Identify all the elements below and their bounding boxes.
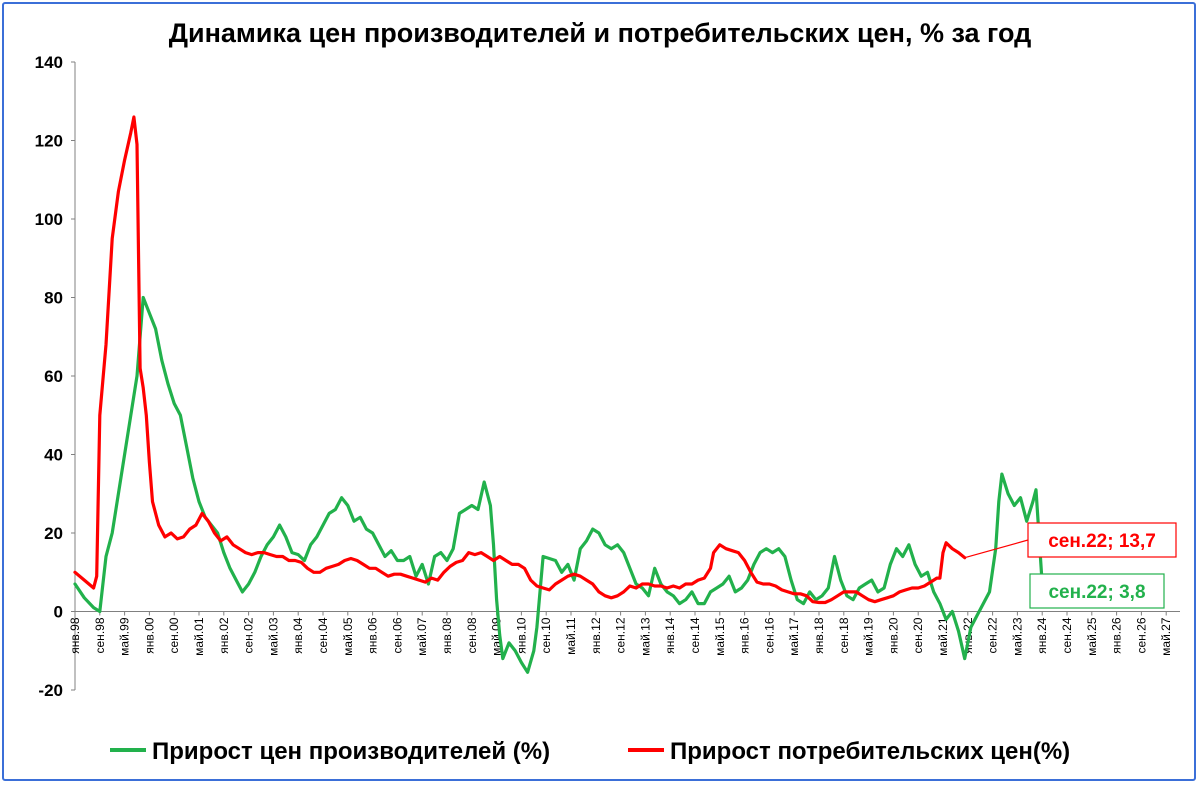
x-tick-label: сен.00: [167, 617, 181, 653]
producer-price-line: [73, 295, 1066, 674]
y-tick-label: 40: [44, 446, 63, 465]
x-tick-label: сен.18: [837, 617, 851, 653]
x-tick-label: сен.22: [986, 617, 1000, 653]
y-tick-label: -20: [38, 681, 63, 700]
x-tick-label: май.11: [564, 617, 578, 655]
y-tick-label: 20: [44, 524, 63, 543]
x-tick-label: янв.14: [663, 617, 677, 654]
x-tick-label: янв.26: [1110, 617, 1124, 654]
y-tick-label: 120: [35, 132, 63, 151]
x-tick-label: май.17: [787, 617, 801, 656]
x-tick-label: янв.06: [366, 617, 380, 654]
x-tick-label: янв.18: [812, 617, 826, 654]
x-tick-label: сен.04: [316, 617, 330, 653]
annotation-label: сен.22; 13,7: [1048, 531, 1156, 552]
x-tick-label: сен.10: [539, 617, 553, 653]
x-tick-label: май.27: [1159, 617, 1173, 656]
x-tick-label: май.19: [862, 617, 876, 656]
x-tick-label: сен.12: [614, 617, 628, 653]
y-tick-label: 0: [54, 603, 63, 622]
chart-legend: Прирост цен производителей (%) Прирост по…: [110, 738, 1070, 765]
x-tick-label: сен.02: [242, 617, 256, 653]
x-tick-label: май.99: [118, 617, 132, 656]
x-tick-label: май.01: [192, 617, 206, 656]
x-tick-label: май.15: [713, 617, 727, 656]
x-tick-label: сен.06: [390, 617, 404, 653]
x-tick-label: янв.24: [1035, 617, 1049, 654]
y-tick-label: 60: [44, 367, 63, 386]
x-tick-label: сен.14: [688, 617, 702, 653]
x-tick-label: янв.08: [440, 617, 454, 654]
chart-annotations: сен.22; 13,7 сен.22; 3,8: [964, 522, 1177, 609]
x-tick-label: сен.26: [1134, 617, 1148, 653]
chart-series: [73, 115, 1066, 674]
chart-title: Динамика цен производителей и потребител…: [168, 18, 1032, 48]
x-tick-label: май.21: [936, 617, 950, 656]
annotation-leader-line: [964, 539, 1029, 559]
consumer-price-line: [73, 115, 967, 605]
x-tick-label: сен.08: [465, 617, 479, 653]
x-tick-label: май.03: [266, 617, 280, 656]
x-tick-label: сен.20: [911, 617, 925, 653]
legend-label-producer: Прирост цен производителей (%): [152, 738, 550, 765]
x-tick-label: май.07: [415, 617, 429, 656]
annotation-box: [1029, 573, 1165, 609]
y-tick-label: 140: [35, 53, 63, 72]
chart-axes: -20 0 20 40 60 80 100 120 140 янв.98 сен.98 май.99 я…: [35, 53, 1180, 700]
x-tick-label: сен.98: [93, 617, 107, 653]
x-tick-label: янв.20: [886, 617, 900, 654]
x-tick-label: янв.98: [68, 617, 82, 654]
x-tick-label: янв.00: [142, 617, 156, 654]
x-tick-label: янв.16: [738, 617, 752, 654]
legend-label-consumer: Прирост потребительских цен(%): [670, 738, 1070, 765]
x-tick-label: май.25: [1085, 617, 1099, 656]
x-tick-label: май.05: [341, 617, 355, 656]
annotation-label: сен.22; 3,8: [1048, 582, 1145, 603]
x-tick-label: янв.12: [589, 617, 603, 654]
x-tick-label: сен.24: [1060, 617, 1074, 653]
y-tick-label: 100: [35, 210, 63, 229]
x-tick-label: май.13: [638, 617, 652, 656]
x-tick-label: янв.02: [217, 617, 231, 654]
x-tick-label: сен.16: [762, 617, 776, 653]
x-tick-label: янв.10: [514, 617, 528, 654]
x-tick-label: янв.04: [291, 617, 305, 654]
y-tick-label: 80: [44, 289, 63, 308]
x-tick-label: май.23: [1010, 617, 1024, 656]
annotation-box: [1027, 522, 1177, 558]
